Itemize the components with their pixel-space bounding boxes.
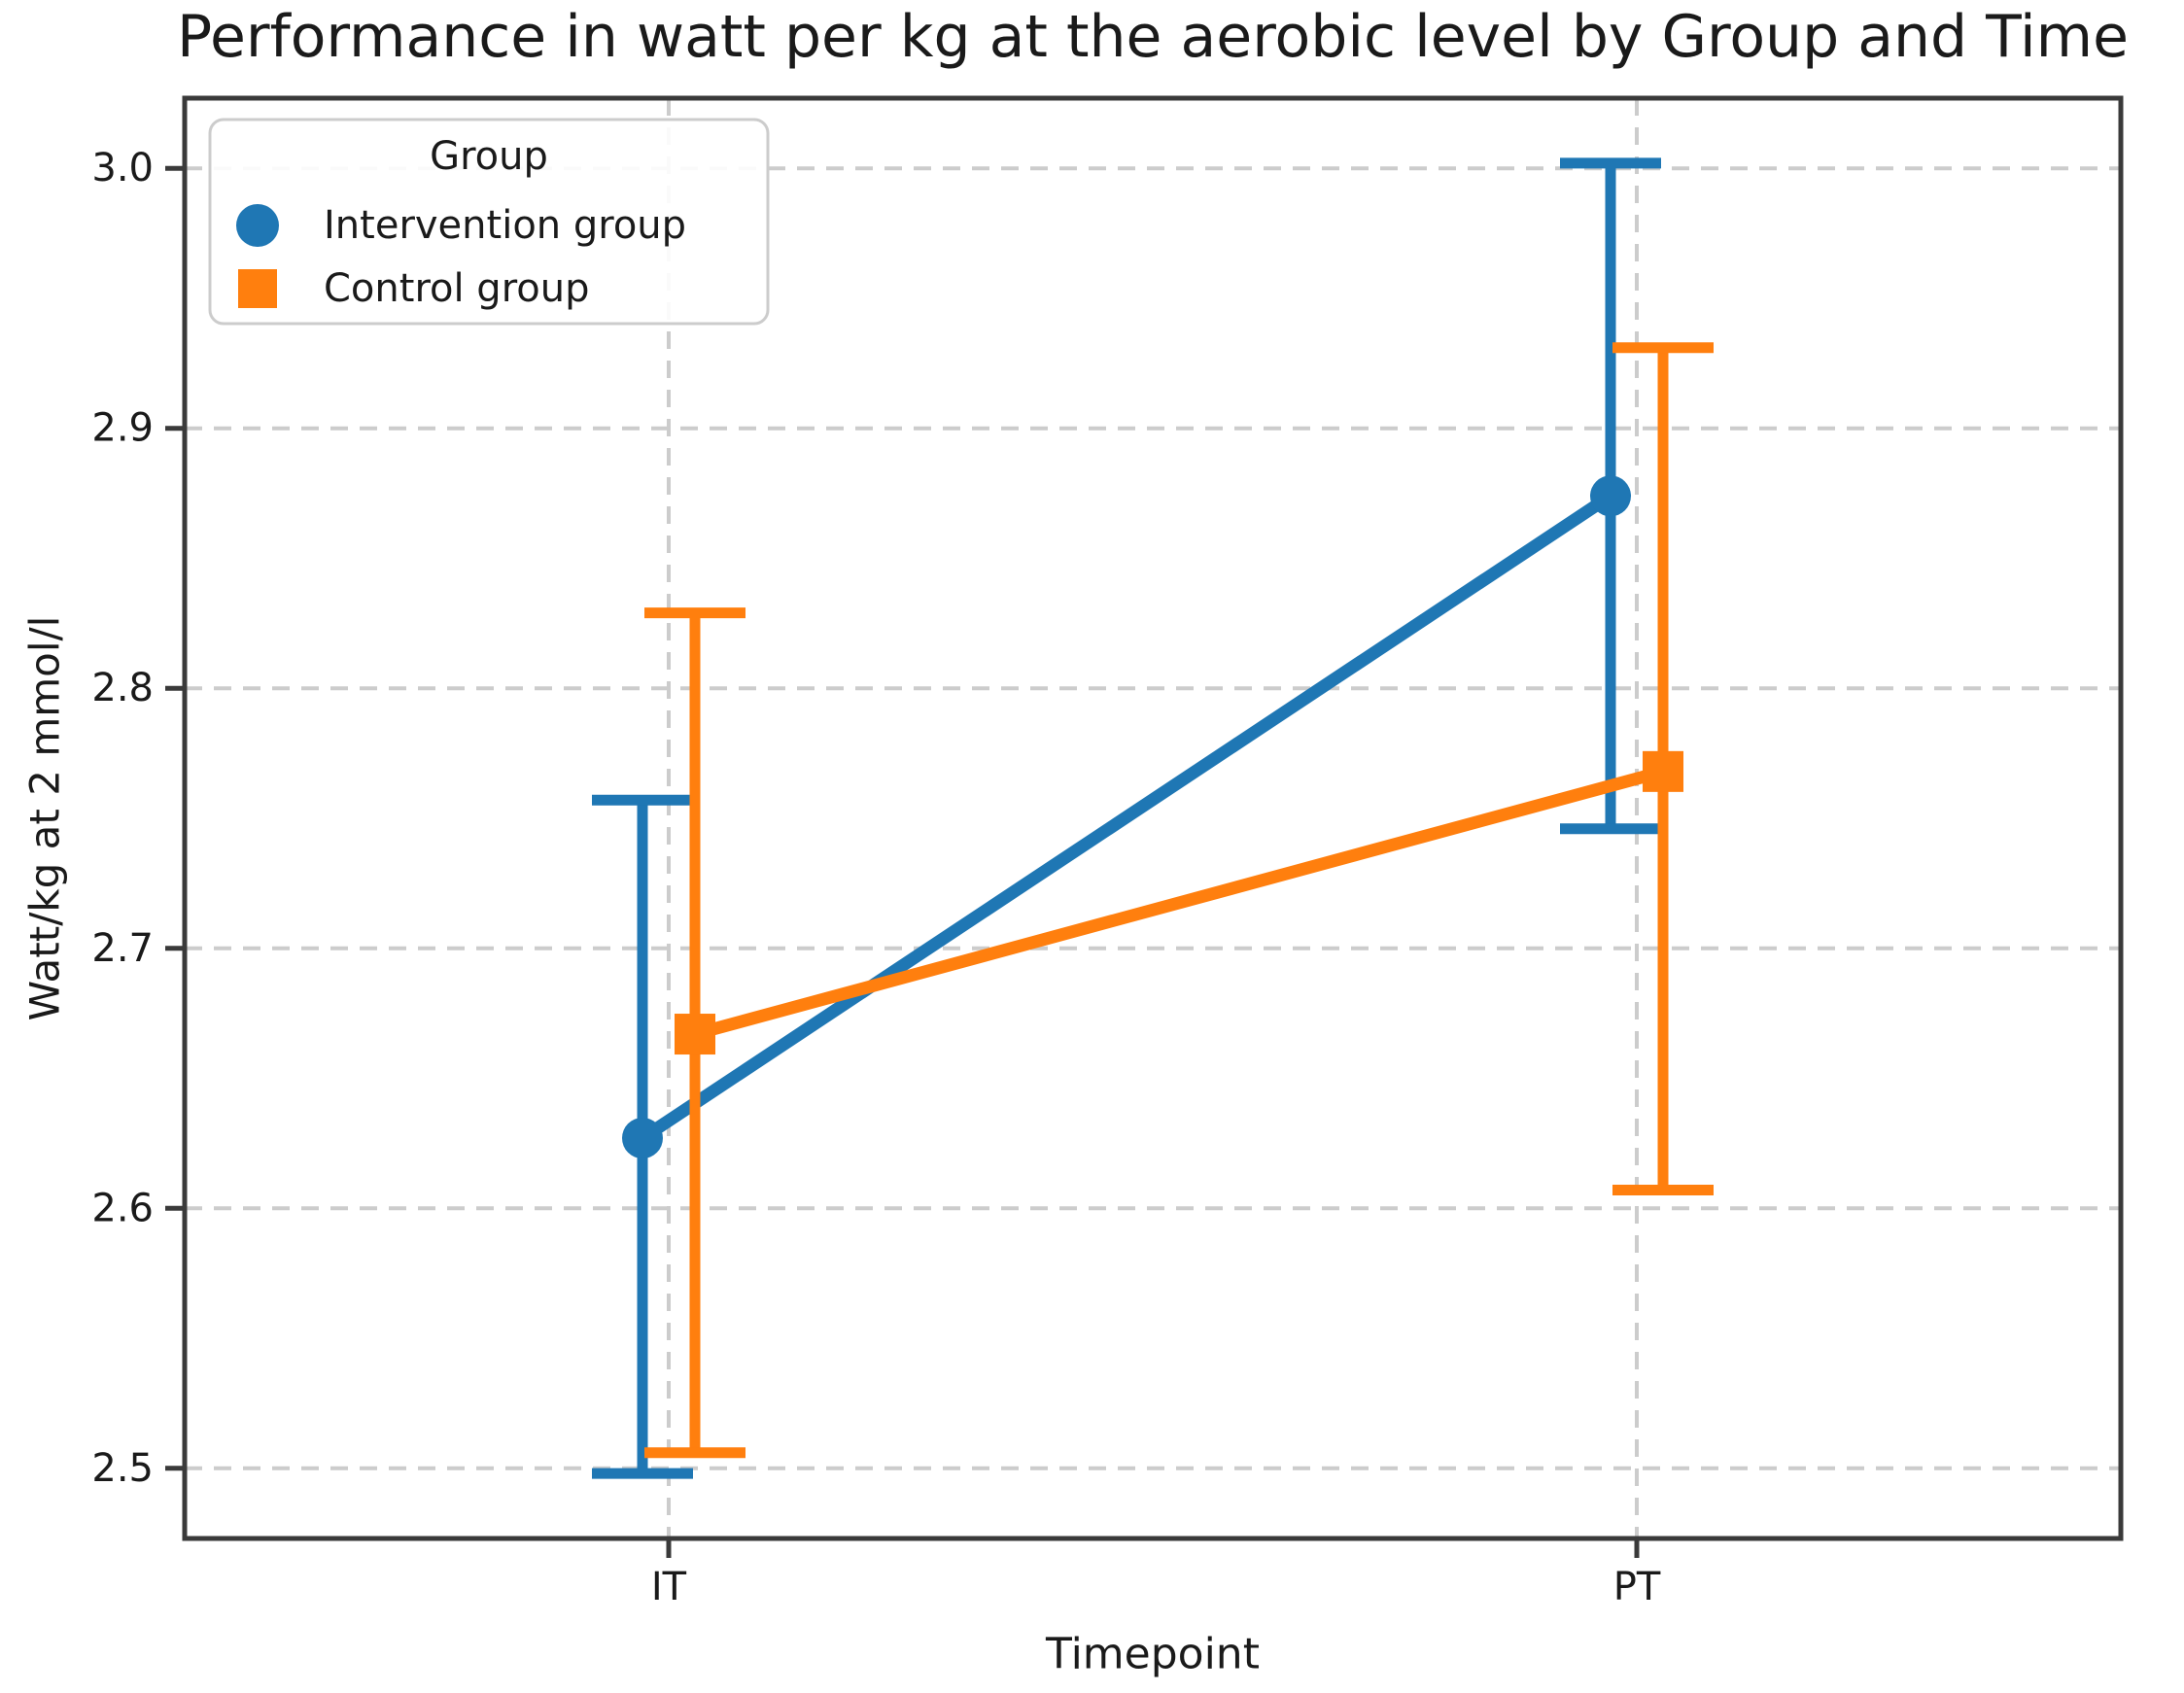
y-tick-label: 2.8	[91, 666, 154, 710]
y-tick-label: 2.6	[91, 1186, 154, 1230]
legend-box	[208, 118, 770, 326]
axis-ticks: 2.5 2.6 2.7 2.8 2.9 3.0 IT PT	[91, 146, 1660, 1609]
data-point-circle	[622, 1118, 663, 1159]
y-axis-label: Watt/kg at 2 mmol/l	[21, 616, 69, 1021]
series-line	[639, 490, 1614, 1144]
y-tick-label: 2.7	[91, 926, 154, 971]
legend-label-intervention: Intervention group	[324, 203, 686, 248]
legend-marker-control-square-icon	[238, 269, 277, 308]
axes-border	[182, 95, 2124, 1541]
y-tick-label: 2.9	[91, 406, 154, 451]
series-intervention-group	[592, 157, 1661, 1479]
legend-label-control: Control group	[324, 266, 589, 311]
legend-marker-intervention-circle-icon	[236, 204, 279, 247]
x-tick-label: PT	[1613, 1565, 1661, 1609]
y-tick-label: 3.0	[91, 146, 154, 190]
chart-title: Performance in watt per kg at the aerobi…	[177, 3, 2129, 71]
x-axis-label: Timepoint	[1045, 1630, 1260, 1679]
legend-title: Group	[430, 134, 548, 179]
series-line	[693, 765, 1665, 1041]
data-point-square	[675, 1014, 715, 1055]
legend: Group Intervention group Control group	[208, 118, 770, 326]
series-control-group	[644, 342, 1714, 1459]
data-series	[592, 157, 1714, 1479]
x-tick-label: IT	[651, 1565, 687, 1609]
data-point-square	[1643, 750, 1683, 792]
y-tick-label: 2.5	[91, 1446, 154, 1491]
data-point-circle	[1590, 475, 1631, 517]
